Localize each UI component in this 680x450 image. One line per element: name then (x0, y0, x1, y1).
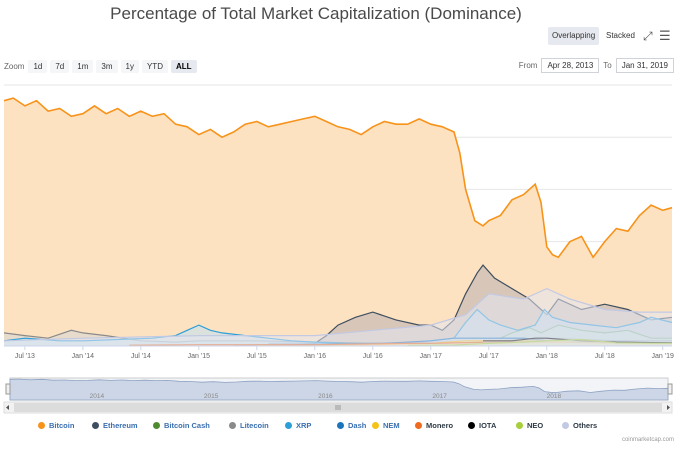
overlapping-button[interactable]: Overlapping (548, 27, 600, 45)
menu-icon[interactable]: ☰ (659, 28, 671, 43)
scroll-left-arrow-icon[interactable] (6, 405, 9, 410)
x-tick-label: Jan '14 (72, 353, 94, 360)
navigator-year-label: 2017 (432, 393, 447, 400)
legend-dot-icon (285, 422, 292, 429)
stacked-button[interactable]: Stacked (606, 31, 635, 40)
navigator-series (9, 378, 669, 401)
series-line-bitcoin (3, 97, 673, 259)
legend-dot-icon (372, 422, 379, 429)
zoom-1y-button[interactable]: 1y (120, 59, 139, 73)
legend-label: Bitcoin (49, 421, 75, 430)
zoom-1d-button[interactable]: 1d (28, 59, 48, 73)
x-tick-label: Jul '17 (479, 353, 499, 360)
x-tick-label: Jul '14 (131, 353, 151, 360)
zoom-label: Zoom (4, 61, 25, 71)
legend-item-nem[interactable]: NEM (372, 421, 400, 430)
legend-dot-icon (337, 422, 344, 429)
legend-label: Litecoin (240, 421, 269, 430)
to-label: To (603, 61, 612, 70)
scroll-right-arrow-icon[interactable] (667, 405, 670, 410)
x-tick-label: Jan '19 (652, 353, 674, 360)
zoom-7d-button[interactable]: 7d (50, 59, 70, 73)
x-axis-ticks: Jul '13 Jan '14 Jul '14 Jan '15 Jul '15 Jan '… (15, 346, 674, 360)
navigator-handle-left[interactable] (5, 383, 11, 395)
x-tick-label: Jul '18 (595, 353, 615, 360)
legend-dot-icon (153, 422, 160, 429)
fullscreen-icon[interactable]: ⤢ (643, 29, 653, 43)
zoom-all-button[interactable]: ALL (170, 59, 197, 73)
legend-label: NEM (383, 421, 400, 430)
x-tick-label: Jan '18 (536, 353, 558, 360)
legend-label: Dash (348, 421, 367, 430)
x-tick-label: Jul '16 (363, 353, 383, 360)
legend-item-iota[interactable]: IOTA (468, 421, 496, 430)
navigator-year-label: 2018 (547, 393, 562, 400)
legend-dot-icon (92, 422, 99, 429)
legend-item-neo[interactable]: NEO (516, 421, 543, 430)
navigator-year-label: 2016 (318, 393, 333, 400)
legend-dot-icon (415, 422, 422, 429)
scrollbar-grip-icon (335, 405, 341, 410)
legend-label: IOTA (479, 421, 497, 430)
navigator-year-label: 2014 (90, 393, 105, 400)
credits: coinmarketcap.com (621, 437, 674, 443)
series-line-others (3, 287, 672, 342)
zoom-1m-button[interactable]: 1m (72, 59, 94, 73)
legend-item-bitcoin[interactable]: Bitcoin (38, 421, 74, 430)
legend-label: Bitcoin Cash (164, 421, 210, 430)
series-area-others (4, 288, 672, 346)
legend-label: NEO (527, 421, 544, 430)
x-tick-label: Jul '15 (247, 353, 267, 360)
navigator-year-label: 2015 (204, 393, 219, 400)
legend-label: Ethereum (103, 421, 138, 430)
legend-dot-icon (468, 422, 475, 429)
legend-item-dash[interactable]: Dash (337, 421, 366, 430)
series-areas (3, 97, 673, 347)
legend-item-bitcoin-cash[interactable]: Bitcoin Cash (153, 421, 210, 430)
legend-label: XRP (296, 421, 312, 430)
legend-dot-icon (229, 422, 236, 429)
x-tick-label: Jan '16 (304, 353, 326, 360)
zoom-selector: Zoom 1d 7d 1m 3m 1y YTD ALL (4, 58, 200, 74)
x-tick-label: Jul '13 (15, 353, 35, 360)
zoom-ytd-button[interactable]: YTD (141, 59, 168, 73)
legend-item-xrp[interactable]: XRP (285, 421, 311, 430)
from-date-input[interactable]: Apr 28, 2013 (541, 58, 600, 73)
legend-label: Others (573, 421, 598, 430)
legend-item-others[interactable]: Others (562, 421, 597, 430)
legend-item-litecoin[interactable]: Litecoin (229, 421, 269, 430)
chart-title: Percentage of Total Market Capitalizatio… (110, 4, 522, 23)
navigator-handle-right[interactable] (667, 383, 673, 395)
date-range: From Apr 28, 2013 To Jan 31, 2019 (515, 58, 674, 73)
zoom-3m-button[interactable]: 3m (96, 59, 118, 73)
x-tick-label: Jan '17 (420, 353, 442, 360)
x-tick-label: Jan '15 (188, 353, 210, 360)
legend-item-ethereum[interactable]: Ethereum (92, 421, 138, 430)
from-label: From (518, 61, 538, 70)
legend-dot-icon (516, 422, 523, 429)
legend-dot-icon (38, 422, 45, 429)
legend-dot-icon (562, 422, 569, 429)
navigator[interactable]: 2014 2015 2016 2017 2018 (3, 377, 673, 414)
legend-item-monero[interactable]: Monero (415, 421, 453, 430)
legend: Bitcoin Ethereum Bitcoin Cash Litecoin XRP Da… (0, 421, 680, 435)
to-date-input[interactable]: Jan 31, 2019 (615, 58, 674, 73)
legend-label: Monero (426, 421, 454, 430)
